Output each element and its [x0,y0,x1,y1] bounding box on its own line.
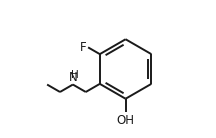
Text: OH: OH [117,114,135,127]
Text: N: N [68,71,77,84]
Text: F: F [80,41,86,54]
Text: H: H [71,70,78,80]
